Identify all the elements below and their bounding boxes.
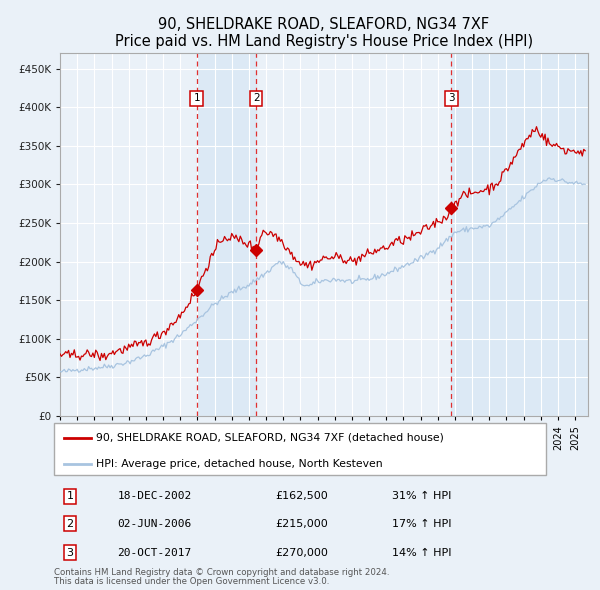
Text: £162,500: £162,500 (276, 491, 329, 502)
Text: 3: 3 (67, 548, 73, 558)
Text: HPI: Average price, detached house, North Kesteven: HPI: Average price, detached house, Nort… (96, 458, 382, 468)
Bar (451, 53, 588, 416)
Text: 31% ↑ HPI: 31% ↑ HPI (392, 491, 451, 502)
Text: £215,000: £215,000 (276, 519, 329, 529)
Text: £270,000: £270,000 (276, 548, 329, 558)
Text: 1: 1 (67, 491, 73, 502)
Bar (197, 53, 256, 416)
Text: Contains HM Land Registry data © Crown copyright and database right 2024.: Contains HM Land Registry data © Crown c… (54, 568, 389, 577)
Text: 14% ↑ HPI: 14% ↑ HPI (392, 548, 451, 558)
Text: 20-OCT-2017: 20-OCT-2017 (118, 548, 191, 558)
Text: 90, SHELDRAKE ROAD, SLEAFORD, NG34 7XF (detached house): 90, SHELDRAKE ROAD, SLEAFORD, NG34 7XF (… (96, 432, 443, 442)
Text: 18-DEC-2002: 18-DEC-2002 (118, 491, 191, 502)
Title: 90, SHELDRAKE ROAD, SLEAFORD, NG34 7XF
Price paid vs. HM Land Registry's House P: 90, SHELDRAKE ROAD, SLEAFORD, NG34 7XF P… (115, 17, 533, 49)
Text: 1: 1 (193, 93, 200, 103)
Text: 3: 3 (448, 93, 455, 103)
Text: 17% ↑ HPI: 17% ↑ HPI (392, 519, 451, 529)
Text: 02-JUN-2006: 02-JUN-2006 (118, 519, 191, 529)
Text: This data is licensed under the Open Government Licence v3.0.: This data is licensed under the Open Gov… (54, 577, 329, 586)
FancyBboxPatch shape (54, 423, 546, 475)
Text: 2: 2 (66, 519, 73, 529)
Text: 2: 2 (253, 93, 259, 103)
